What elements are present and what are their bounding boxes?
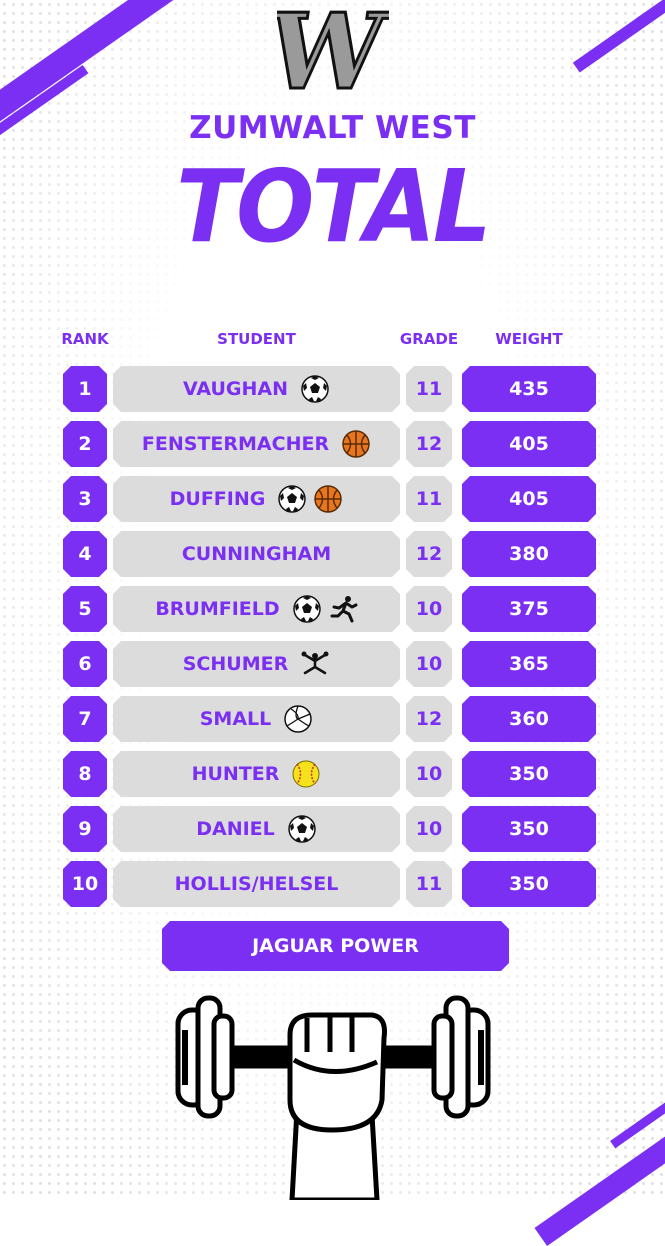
leaderboard-row: 6 SCHUMER 10 365 bbox=[0, 641, 665, 687]
grade-cell: 12 bbox=[406, 421, 452, 467]
grade-cell: 11 bbox=[406, 861, 452, 907]
student-name: DANIEL bbox=[196, 818, 275, 840]
sport-icons bbox=[291, 759, 321, 789]
jaguar-power-button[interactable]: JAGUAR POWER bbox=[162, 921, 509, 971]
leaderboard-row: 2 FENSTERMACHER 12 405 bbox=[0, 421, 665, 467]
weight-cell: 435 bbox=[462, 366, 596, 412]
grade-cell: 11 bbox=[406, 476, 452, 522]
grade-cell: 10 bbox=[406, 806, 452, 852]
student-name: HUNTER bbox=[191, 763, 280, 785]
weight-cell: 350 bbox=[462, 751, 596, 797]
leaderboard-row: 9 DANIEL 10 350 bbox=[0, 806, 665, 852]
rank-cell: 3 bbox=[63, 476, 107, 522]
sport-icons bbox=[277, 484, 343, 514]
weight-cell: 405 bbox=[462, 476, 596, 522]
dumbbell-fist-icon bbox=[175, 995, 491, 1200]
cheerleader-icon bbox=[300, 649, 330, 679]
student-name: SMALL bbox=[199, 708, 272, 730]
decor-stripe bbox=[610, 1060, 665, 1149]
student-name: SCHUMER bbox=[182, 653, 289, 675]
student-name: BRUMFIELD bbox=[155, 598, 280, 620]
page-title: TOTAL bbox=[176, 148, 491, 265]
sport-icons bbox=[300, 649, 330, 679]
school-name: ZUMWALT WEST bbox=[189, 110, 476, 146]
rank-cell: 6 bbox=[63, 641, 107, 687]
weight-cell: 375 bbox=[462, 586, 596, 632]
student-cell: SMALL bbox=[113, 696, 400, 742]
soccer-ball-icon bbox=[292, 594, 322, 624]
leaderboard-row: 1 VAUGHAN 11 435 bbox=[0, 366, 665, 412]
school-logo-w: W bbox=[277, 2, 389, 106]
weight-cell: 365 bbox=[462, 641, 596, 687]
weight-cell: 350 bbox=[462, 806, 596, 852]
weight-cell: 350 bbox=[462, 861, 596, 907]
volleyball-icon bbox=[283, 704, 313, 734]
grade-cell: 10 bbox=[406, 586, 452, 632]
student-name: DUFFING bbox=[169, 488, 266, 510]
sport-icons bbox=[283, 704, 313, 734]
grade-cell: 10 bbox=[406, 751, 452, 797]
rank-cell: 4 bbox=[63, 531, 107, 577]
student-cell: FENSTERMACHER bbox=[113, 421, 400, 467]
rank-cell: 9 bbox=[63, 806, 107, 852]
sport-icons bbox=[300, 374, 330, 404]
decor-stripe bbox=[572, 0, 665, 73]
student-name: CUNNINGHAM bbox=[181, 543, 332, 565]
student-cell: DUFFING bbox=[113, 476, 400, 522]
weight-cell: 360 bbox=[462, 696, 596, 742]
logo-letter: W bbox=[277, 2, 389, 106]
student-cell: HOLLIS/HELSEL bbox=[113, 861, 400, 907]
student-name: HOLLIS/HELSEL bbox=[174, 873, 339, 895]
softball-icon bbox=[291, 759, 321, 789]
soccer-ball-icon bbox=[277, 484, 307, 514]
header-weight: WEIGHT bbox=[495, 330, 563, 348]
sport-icons bbox=[341, 429, 371, 459]
student-cell: VAUGHAN bbox=[113, 366, 400, 412]
leaderboard-row: 8 HUNTER 10 350 bbox=[0, 751, 665, 797]
grade-cell: 11 bbox=[406, 366, 452, 412]
sport-icons bbox=[292, 594, 358, 624]
rank-cell: 5 bbox=[63, 586, 107, 632]
header-student: STUDENT bbox=[217, 330, 296, 348]
student-cell: DANIEL bbox=[113, 806, 400, 852]
weight-cell: 380 bbox=[462, 531, 596, 577]
leaderboard-row: 7 SMALL 12 360 bbox=[0, 696, 665, 742]
rank-cell: 7 bbox=[63, 696, 107, 742]
soccer-ball-icon bbox=[287, 814, 317, 844]
student-cell: SCHUMER bbox=[113, 641, 400, 687]
header-rank: RANK bbox=[61, 330, 109, 348]
soccer-ball-icon bbox=[300, 374, 330, 404]
runner-icon bbox=[328, 594, 358, 624]
rank-cell: 2 bbox=[63, 421, 107, 467]
leaderboard-row: 5 BRUMFIELD 10 375 bbox=[0, 586, 665, 632]
grade-cell: 12 bbox=[406, 531, 452, 577]
header-grade: GRADE bbox=[399, 330, 459, 348]
student-cell: BRUMFIELD bbox=[113, 586, 400, 632]
basketball-icon bbox=[341, 429, 371, 459]
leaderboard-row: 3 DUFFING 11 405 bbox=[0, 476, 665, 522]
basketball-icon bbox=[313, 484, 343, 514]
student-name: VAUGHAN bbox=[182, 378, 289, 400]
student-cell: CUNNINGHAM bbox=[113, 531, 400, 577]
rank-cell: 10 bbox=[63, 861, 107, 907]
leaderboard-row: 4 CUNNINGHAM 12 380 bbox=[0, 531, 665, 577]
leaderboard-row: 10 HOLLIS/HELSEL 11 350 bbox=[0, 861, 665, 907]
grade-cell: 10 bbox=[406, 641, 452, 687]
grade-cell: 12 bbox=[406, 696, 452, 742]
rank-cell: 1 bbox=[63, 366, 107, 412]
sport-icons bbox=[287, 814, 317, 844]
weight-cell: 405 bbox=[462, 421, 596, 467]
student-cell: HUNTER bbox=[113, 751, 400, 797]
rank-cell: 8 bbox=[63, 751, 107, 797]
student-name: FENSTERMACHER bbox=[141, 433, 330, 455]
